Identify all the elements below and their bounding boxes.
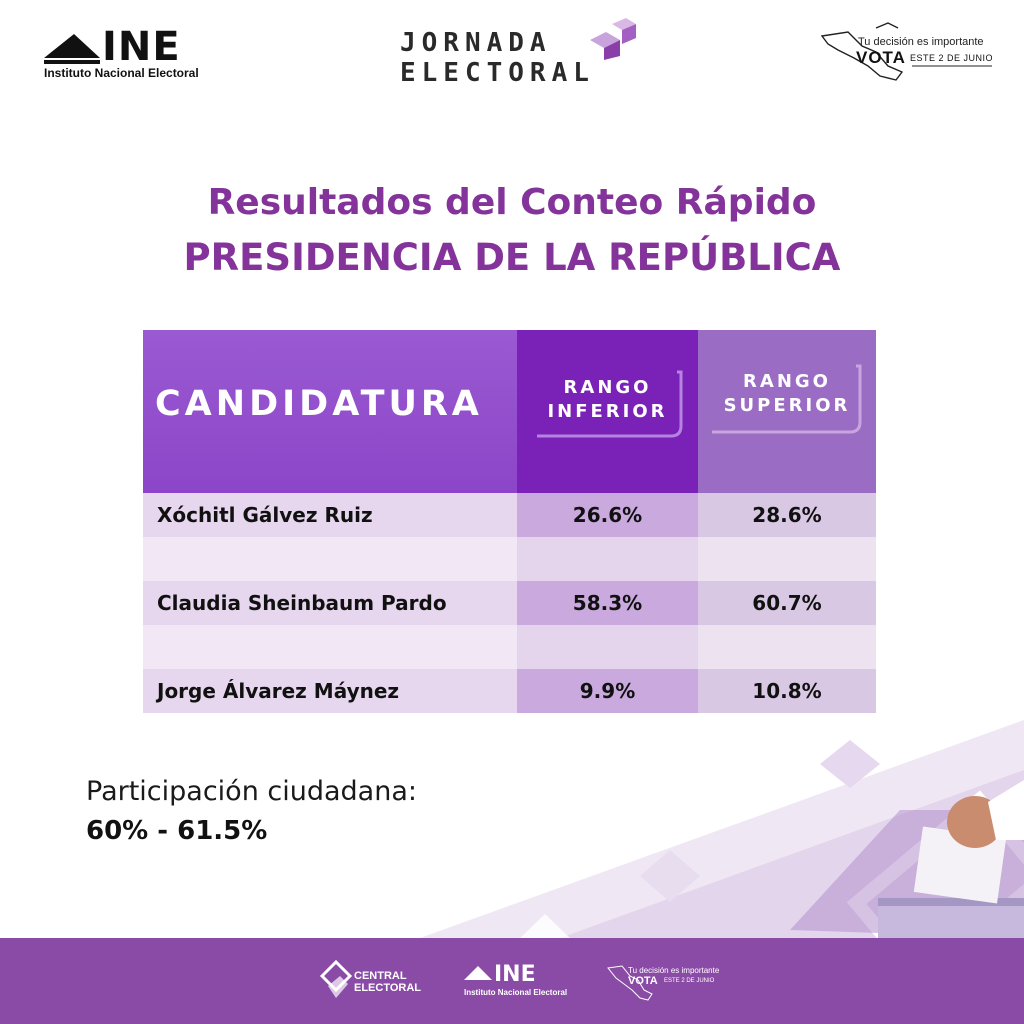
upper-range-value: 10.8%: [752, 679, 822, 703]
vota-logo: Tu decisión es importante VOTA ESTE 2 DE…: [818, 22, 998, 86]
header-candidate: CANDIDATURA: [143, 330, 517, 493]
table-row: Jorge Álvarez Máynez 9.9% 10.8%: [143, 669, 876, 713]
table-row: Xóchitl Gálvez Ruiz 26.6% 28.6%: [143, 493, 876, 537]
ine-emblem-icon: [44, 34, 100, 64]
central-line2: ELECTORAL: [354, 982, 422, 994]
results-table: CANDIDATURA RANGO INFERIOR RANGO SUPERIO…: [143, 330, 876, 718]
header-upper-range: RANGO SUPERIOR: [698, 330, 876, 493]
central-line1: CENTRAL: [354, 970, 407, 982]
vota-date: ESTE 2 DE JUNIO: [910, 53, 994, 63]
footer-bar: CENTRAL ELECTORAL INE Instituto Nacional…: [0, 938, 1024, 1024]
header-candidate-label: CANDIDATURA: [155, 384, 483, 424]
header-bracket-icon: [712, 364, 862, 434]
footer-ine-name: INE: [494, 962, 536, 987]
participation-value: 60% - 61.5%: [86, 816, 268, 846]
candidate-name: Claudia Sheinbaum Pardo: [157, 591, 447, 615]
jornada-line2: ELECTORAL: [400, 58, 595, 88]
vota-tagline: Tu decisión es importante: [858, 36, 984, 48]
jornada-electoral-logo: JORNADA ELECTORAL: [400, 18, 640, 88]
header-upper-line2: SUPERIOR: [723, 395, 851, 416]
central-electoral-icon: [319, 959, 353, 998]
table-spacer-row: [143, 625, 876, 669]
ine-subtitle: Instituto Nacional Electoral: [44, 66, 199, 80]
header-bracket-icon: [537, 370, 683, 438]
ine-emblem-icon: [464, 966, 492, 980]
central-electoral-logo: CENTRAL ELECTORAL: [318, 956, 422, 1008]
page-title: Resultados del Conteo Rápido: [207, 182, 817, 223]
header-lower-range: RANGO INFERIOR: [517, 330, 698, 493]
footer-ine-subtitle: Instituto Nacional Electoral: [464, 988, 568, 997]
footer-ine-logo: INE Instituto Nacional Electoral: [462, 960, 572, 1008]
jornada-line1: JORNADA: [400, 28, 552, 58]
header-lower-line2: INFERIOR: [547, 401, 668, 422]
footer-vota-tagline: Tu decisión es importante: [628, 966, 720, 975]
header-upper-label: RANGO SUPERIOR: [698, 370, 876, 418]
vota-word: VOTA: [856, 48, 906, 67]
candidate-name: Jorge Álvarez Máynez: [157, 679, 400, 703]
lower-range-value: 26.6%: [572, 503, 643, 527]
participation-label: Participación ciudadana:: [86, 776, 417, 807]
header-lower-line1: RANGO: [563, 377, 652, 398]
lower-range-value: 58.3%: [572, 591, 643, 615]
ballot-cube-icon: [590, 18, 636, 60]
footer-vota-logo: Tu decisión es importante VOTA ESTE 2 DE…: [606, 960, 720, 1004]
table-spacer-row: [143, 537, 876, 581]
upper-range-value: 60.7%: [752, 591, 822, 615]
ine-name: INE: [102, 24, 181, 70]
footer-vota-date: ESTE 2 DE JUNIO: [664, 978, 715, 984]
mexico-map-icon: [607, 965, 653, 1001]
upper-range-value: 28.6%: [752, 503, 822, 527]
ine-logo: INE Instituto Nacional Electoral: [44, 24, 224, 84]
footer-vota-word: VOTA: [628, 975, 658, 987]
header-upper-line1: RANGO: [743, 371, 831, 392]
page-subtitle: PRESIDENCIA DE LA REPÚBLICA: [183, 236, 841, 279]
mexico-map-icon: [820, 22, 992, 81]
header-lower-label: RANGO INFERIOR: [517, 376, 698, 424]
ballot-box-illustration: [420, 720, 1024, 990]
candidate-name: Xóchitl Gálvez Ruiz: [157, 503, 373, 527]
lower-range-value: 9.9%: [579, 679, 636, 703]
table-row: Claudia Sheinbaum Pardo 58.3% 60.7%: [143, 581, 876, 625]
